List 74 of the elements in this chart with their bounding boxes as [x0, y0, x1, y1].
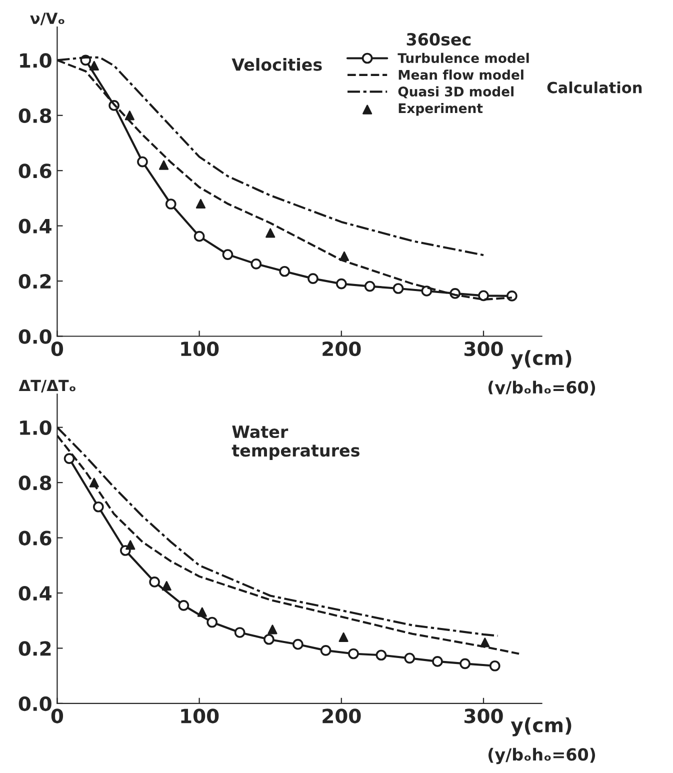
point: [266, 228, 276, 238]
y-tick-label: 1.0: [20, 53, 52, 68]
x-tick-label: 0: [51, 708, 64, 724]
point: [126, 540, 136, 550]
text: (y/bₒhₒ=60): [488, 748, 596, 764]
point: [308, 273, 318, 284]
x-tick-label: 200: [322, 708, 361, 724]
point: [165, 198, 176, 210]
point: [64, 453, 75, 464]
text: Velocities: [232, 58, 322, 71]
point: [320, 645, 332, 656]
point: [348, 648, 359, 660]
point: [178, 600, 190, 611]
point: [404, 652, 416, 664]
point: [234, 627, 246, 638]
point: [489, 660, 500, 672]
y-axis-title: ΔT/ΔTₒ: [18, 380, 76, 392]
y-tick-label: 0.6: [18, 530, 52, 546]
point: [197, 607, 207, 617]
point: [279, 266, 290, 277]
y-tick-label: 0.0: [18, 329, 52, 344]
point: [268, 624, 278, 634]
point: [222, 249, 234, 260]
x-tick-label: 0: [51, 341, 64, 356]
point: [421, 286, 432, 296]
annotation: (y/bₒhₒ=60): [488, 380, 596, 397]
legend-label: Quasi 3D model: [398, 86, 514, 98]
legend-label: Experiment: [398, 103, 483, 116]
x-tick-label: 300: [464, 708, 503, 724]
y-tick-label: 1.0: [20, 420, 52, 436]
y-tick-label: 0.2: [18, 274, 51, 289]
point: [478, 290, 489, 302]
point: [264, 634, 274, 645]
point: [336, 278, 347, 290]
x-axis-title: y(cm): [510, 717, 572, 736]
point: [89, 60, 99, 71]
point: [432, 656, 443, 667]
x-axis-title: y(cm): [510, 350, 572, 370]
x-tick-label: 200: [322, 341, 361, 356]
point: [137, 156, 148, 168]
point: [158, 160, 169, 170]
legend-label: Mean flow model: [398, 70, 524, 80]
y-axis-title: ν/Vₒ: [30, 12, 64, 26]
point: [196, 198, 206, 209]
x-tick-label: 100: [181, 708, 219, 724]
point: [149, 576, 160, 588]
point: [292, 638, 304, 650]
y-tick-label: 0.8: [18, 476, 52, 490]
x-tick-label: 100: [181, 341, 219, 356]
text: Calculation: [547, 82, 642, 94]
point: [194, 230, 205, 242]
point: [480, 638, 490, 648]
point: [392, 283, 404, 294]
point: [460, 658, 470, 670]
y-tick-label: 0.6: [18, 164, 52, 178]
y-tick-label: 0.2: [18, 641, 51, 656]
y-tick-label: 0.8: [18, 108, 52, 124]
y-tick-label: 0.0: [18, 696, 52, 712]
point: [250, 258, 262, 270]
point: [89, 478, 99, 488]
point: [338, 632, 348, 642]
legend-title: 360sec: [406, 33, 471, 46]
legend-label: Turbulence model: [398, 52, 529, 64]
point: [339, 251, 350, 261]
text: Water temperatures: [232, 426, 360, 460]
point: [376, 650, 387, 661]
point: [364, 280, 376, 292]
point: [206, 616, 218, 628]
point: [124, 110, 134, 120]
point: [162, 581, 172, 591]
y-tick-label: 0.4: [18, 586, 52, 601]
point: [92, 501, 104, 512]
y-tick-label: 0.4: [18, 218, 52, 234]
x-tick-label: 300: [464, 341, 503, 356]
